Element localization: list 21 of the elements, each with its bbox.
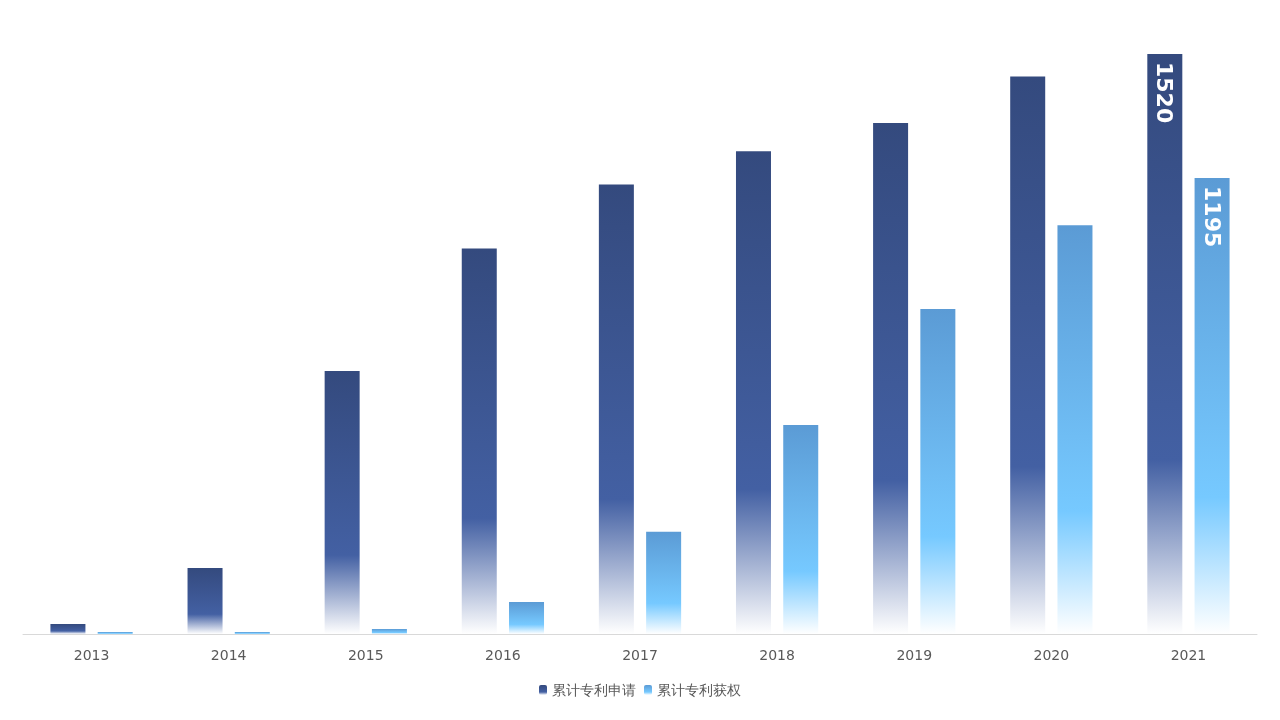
legend-label: 累计专利获权 [657, 682, 741, 698]
x-tick-label: 2019 [896, 647, 933, 663]
x-tick-label: 2016 [485, 647, 521, 663]
x-tick-label: 2014 [210, 647, 247, 663]
data-label: 1195 [1199, 186, 1225, 248]
bar [509, 601, 545, 634]
x-tick-label: 2020 [1033, 647, 1070, 663]
bar [646, 531, 682, 634]
bar [324, 371, 360, 634]
bar [187, 567, 223, 634]
x-tick-label: 2018 [759, 647, 795, 663]
bar [461, 248, 497, 634]
data-label: 1520 [1152, 62, 1178, 124]
x-tick-label: 2017 [622, 647, 658, 663]
bar [371, 629, 407, 634]
x-tick-label: 2021 [1170, 647, 1207, 663]
legend-label: 累计专利申请 [552, 682, 636, 698]
x-tick-label: 2015 [347, 647, 384, 663]
bar [783, 424, 819, 634]
bar [50, 624, 86, 634]
x-tick-label: 2013 [73, 647, 110, 663]
